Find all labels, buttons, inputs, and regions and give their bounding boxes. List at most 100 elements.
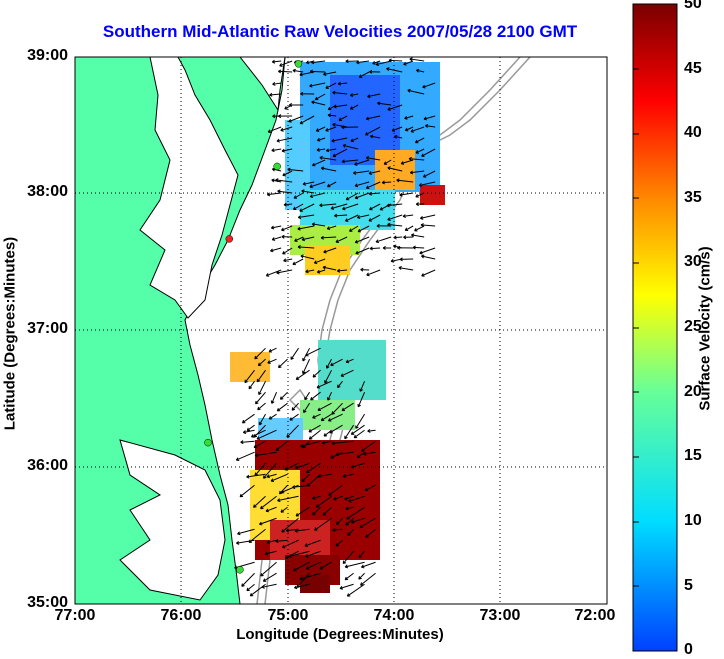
x-tick-label: 72:00 [574,607,616,624]
velocity-arrow [387,222,403,227]
velocity-arrow [241,413,255,424]
velocity-arrow [305,269,315,274]
velocity-arrow [382,245,392,250]
velocity-arrow [283,258,293,263]
velocity-arrow [404,225,414,232]
velocity-arrow [267,358,277,364]
velocity-arrow [387,166,403,172]
velocity-arrow [346,583,365,597]
velocity-arrow [279,60,293,67]
velocity-arrow [309,181,326,189]
velocity-arrow [369,203,381,211]
velocity-arrow [276,269,293,275]
velocity-arrow [275,440,288,451]
velocity-arrow [344,572,354,581]
velocity-arrow [281,539,299,549]
velocity-arrow [356,60,370,65]
velocity-arrow [280,126,293,132]
velocity-arrow [354,236,370,244]
velocity-arrow [261,583,277,589]
velocity-arrow [333,104,348,109]
velocity-arrow [412,245,425,250]
velocity-arrow [235,451,255,461]
velocity-arrow [257,358,266,367]
velocity-arrow [253,440,266,449]
velocity-arrow [376,223,392,228]
colorbar-label: Surface Velocity (cm/s) [696,246,714,411]
velocity-arrow [423,115,436,121]
colorbar-tick-label: 50 [684,0,702,12]
velocity-arrow [387,214,403,221]
velocity-arrow [311,222,326,227]
x-tick-label: 77:00 [54,607,96,624]
velocity-arrow [356,451,365,459]
velocity-arrow [311,159,326,167]
velocity-arrow [275,539,288,544]
colorbar-tick-label: 5 [684,577,693,594]
velocity-arrow [388,58,403,63]
velocity-arrow [304,539,321,547]
velocity-arrow [345,192,359,201]
velocity-arrow [335,517,343,526]
velocity-arrow [365,181,381,190]
velocity-arrow [292,68,304,73]
velocity-arrow [319,203,337,208]
velocity-arrow [311,60,326,65]
velocity-arrow [323,247,337,254]
velocity-arrow [294,528,310,533]
velocity-arrow [301,236,315,242]
velocity-arrow [415,68,425,73]
y-tick-label: 38:00 [27,183,68,200]
velocity-arrow [323,71,337,76]
velocity-arrow [319,155,337,161]
velocity-arrow [325,82,337,90]
velocity-arrow [305,550,321,558]
velocity-arrow [342,203,359,211]
velocity-arrow [354,192,370,200]
velocity-arrow [240,440,255,445]
velocity-arrow [305,561,321,570]
velocity-arrow [246,473,266,479]
velocity-arrow [341,125,359,130]
velocity-arrow [295,506,310,517]
velocity-arrow [317,402,332,412]
velocity-arrow [415,192,425,198]
velocity-arrow [422,82,436,89]
velocity-arrow [358,572,365,580]
colorbar-tick-label: 30 [684,253,702,270]
velocity-arrow [239,484,255,498]
velocity-arrow [271,59,282,64]
station-marker [236,566,244,574]
velocity-arrow [266,539,277,545]
velocity-arrow [260,561,277,577]
velocity-arrow [337,380,343,389]
velocity-arrow [266,473,277,479]
velocity-arrow [312,506,321,516]
velocity-arrow [369,246,381,251]
y-tick-label: 37:00 [27,320,68,337]
velocity-arrow [280,506,288,513]
velocity-arrow [403,60,414,66]
velocity-arrow [365,126,381,136]
velocity-arrow [344,561,365,569]
velocity-arrow [310,391,321,401]
velocity-arrow [271,148,282,153]
velocity-arrow [332,122,348,128]
velocity-arrow [336,268,348,273]
velocity-arrow [358,71,370,78]
velocity-arrow [335,236,348,243]
colorbar-tick-label: 15 [684,447,702,464]
velocity-arrow [419,214,436,220]
velocity-arrow [293,583,310,590]
velocity-arrow [335,451,354,457]
velocity-arrow [337,81,348,86]
velocity-arrow [386,203,403,208]
colorbar-tick-label: 20 [684,383,702,400]
velocity-arrow [368,191,381,196]
velocity-arrow [299,440,321,448]
velocity-arrow [284,550,299,560]
velocity-arrow [355,247,370,255]
velocity-arrow [424,123,436,128]
velocity-arrow [330,203,348,210]
velocity-arrow [420,223,436,228]
